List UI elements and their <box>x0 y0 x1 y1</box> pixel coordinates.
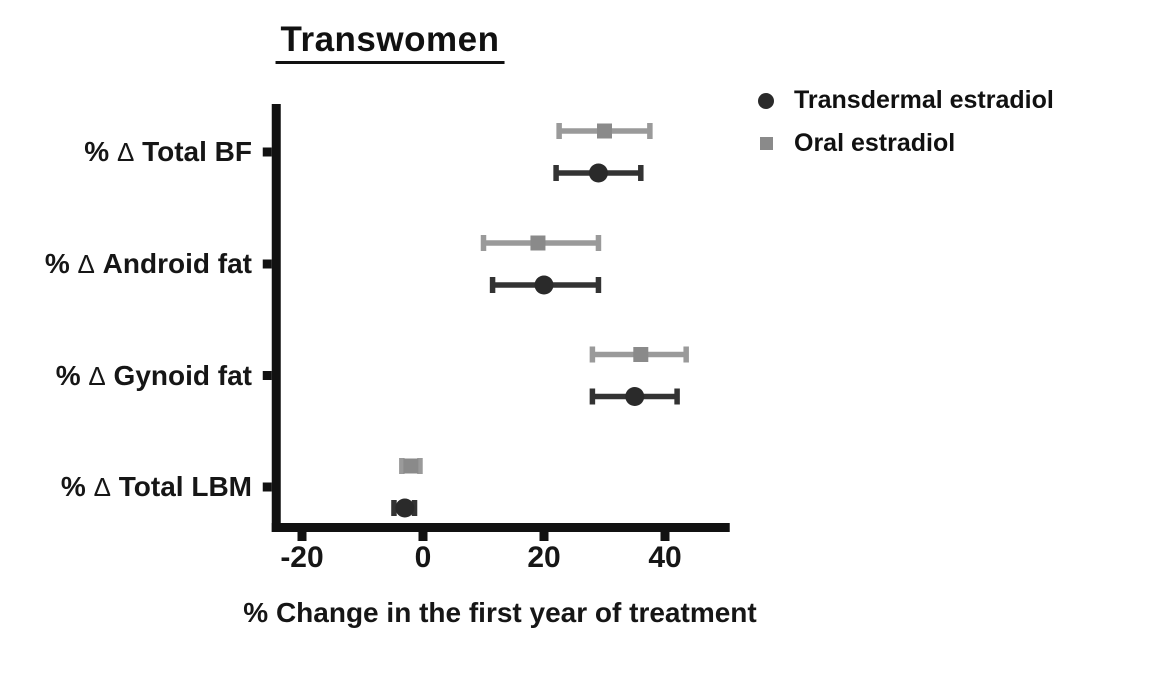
chart-title: Transwomen <box>275 20 505 64</box>
y-axis-spine <box>271 104 281 532</box>
x-tick <box>660 532 670 541</box>
marker-circle <box>588 163 608 183</box>
x-tick-label: 40 <box>648 541 682 574</box>
x-axis-label: % Change in the first year of treatment <box>243 597 757 628</box>
legend-label: Oral estradiol <box>794 129 956 157</box>
marker-square <box>633 347 649 362</box>
x-tick-label: 0 <box>414 541 432 574</box>
y-tick <box>262 259 272 269</box>
x-tick <box>297 532 307 541</box>
legend-square-marker-icon <box>760 137 773 150</box>
category-label: % Δ Total BF <box>84 136 252 167</box>
marker-square <box>597 123 612 139</box>
legend-item: Oral estradiol <box>758 127 1054 160</box>
marker-square <box>403 458 419 474</box>
x-tick-label: 20 <box>527 541 561 574</box>
legend-label: Transdermal estradiol <box>794 86 1054 114</box>
marker-circle <box>534 275 554 295</box>
legend-circle-marker-icon <box>758 92 774 109</box>
x-tick <box>539 532 549 541</box>
legend-item: Transdermal estradiol <box>758 84 1054 117</box>
category-label: % Δ Total LBM <box>60 471 252 502</box>
marker-square <box>530 235 546 251</box>
y-tick <box>262 371 272 380</box>
x-tick-label: -20 <box>280 541 324 574</box>
y-tick <box>262 482 272 492</box>
marker-circle <box>395 498 415 518</box>
marker-circle <box>625 387 645 406</box>
x-axis-line <box>271 523 730 532</box>
y-tick <box>262 147 272 157</box>
legend: Transdermal estradiol Oral estradiol <box>758 84 1054 160</box>
x-tick <box>418 532 428 541</box>
category-label: % Δ Gynoid fat <box>55 359 252 391</box>
category-label: % Δ Android fat <box>44 248 252 279</box>
